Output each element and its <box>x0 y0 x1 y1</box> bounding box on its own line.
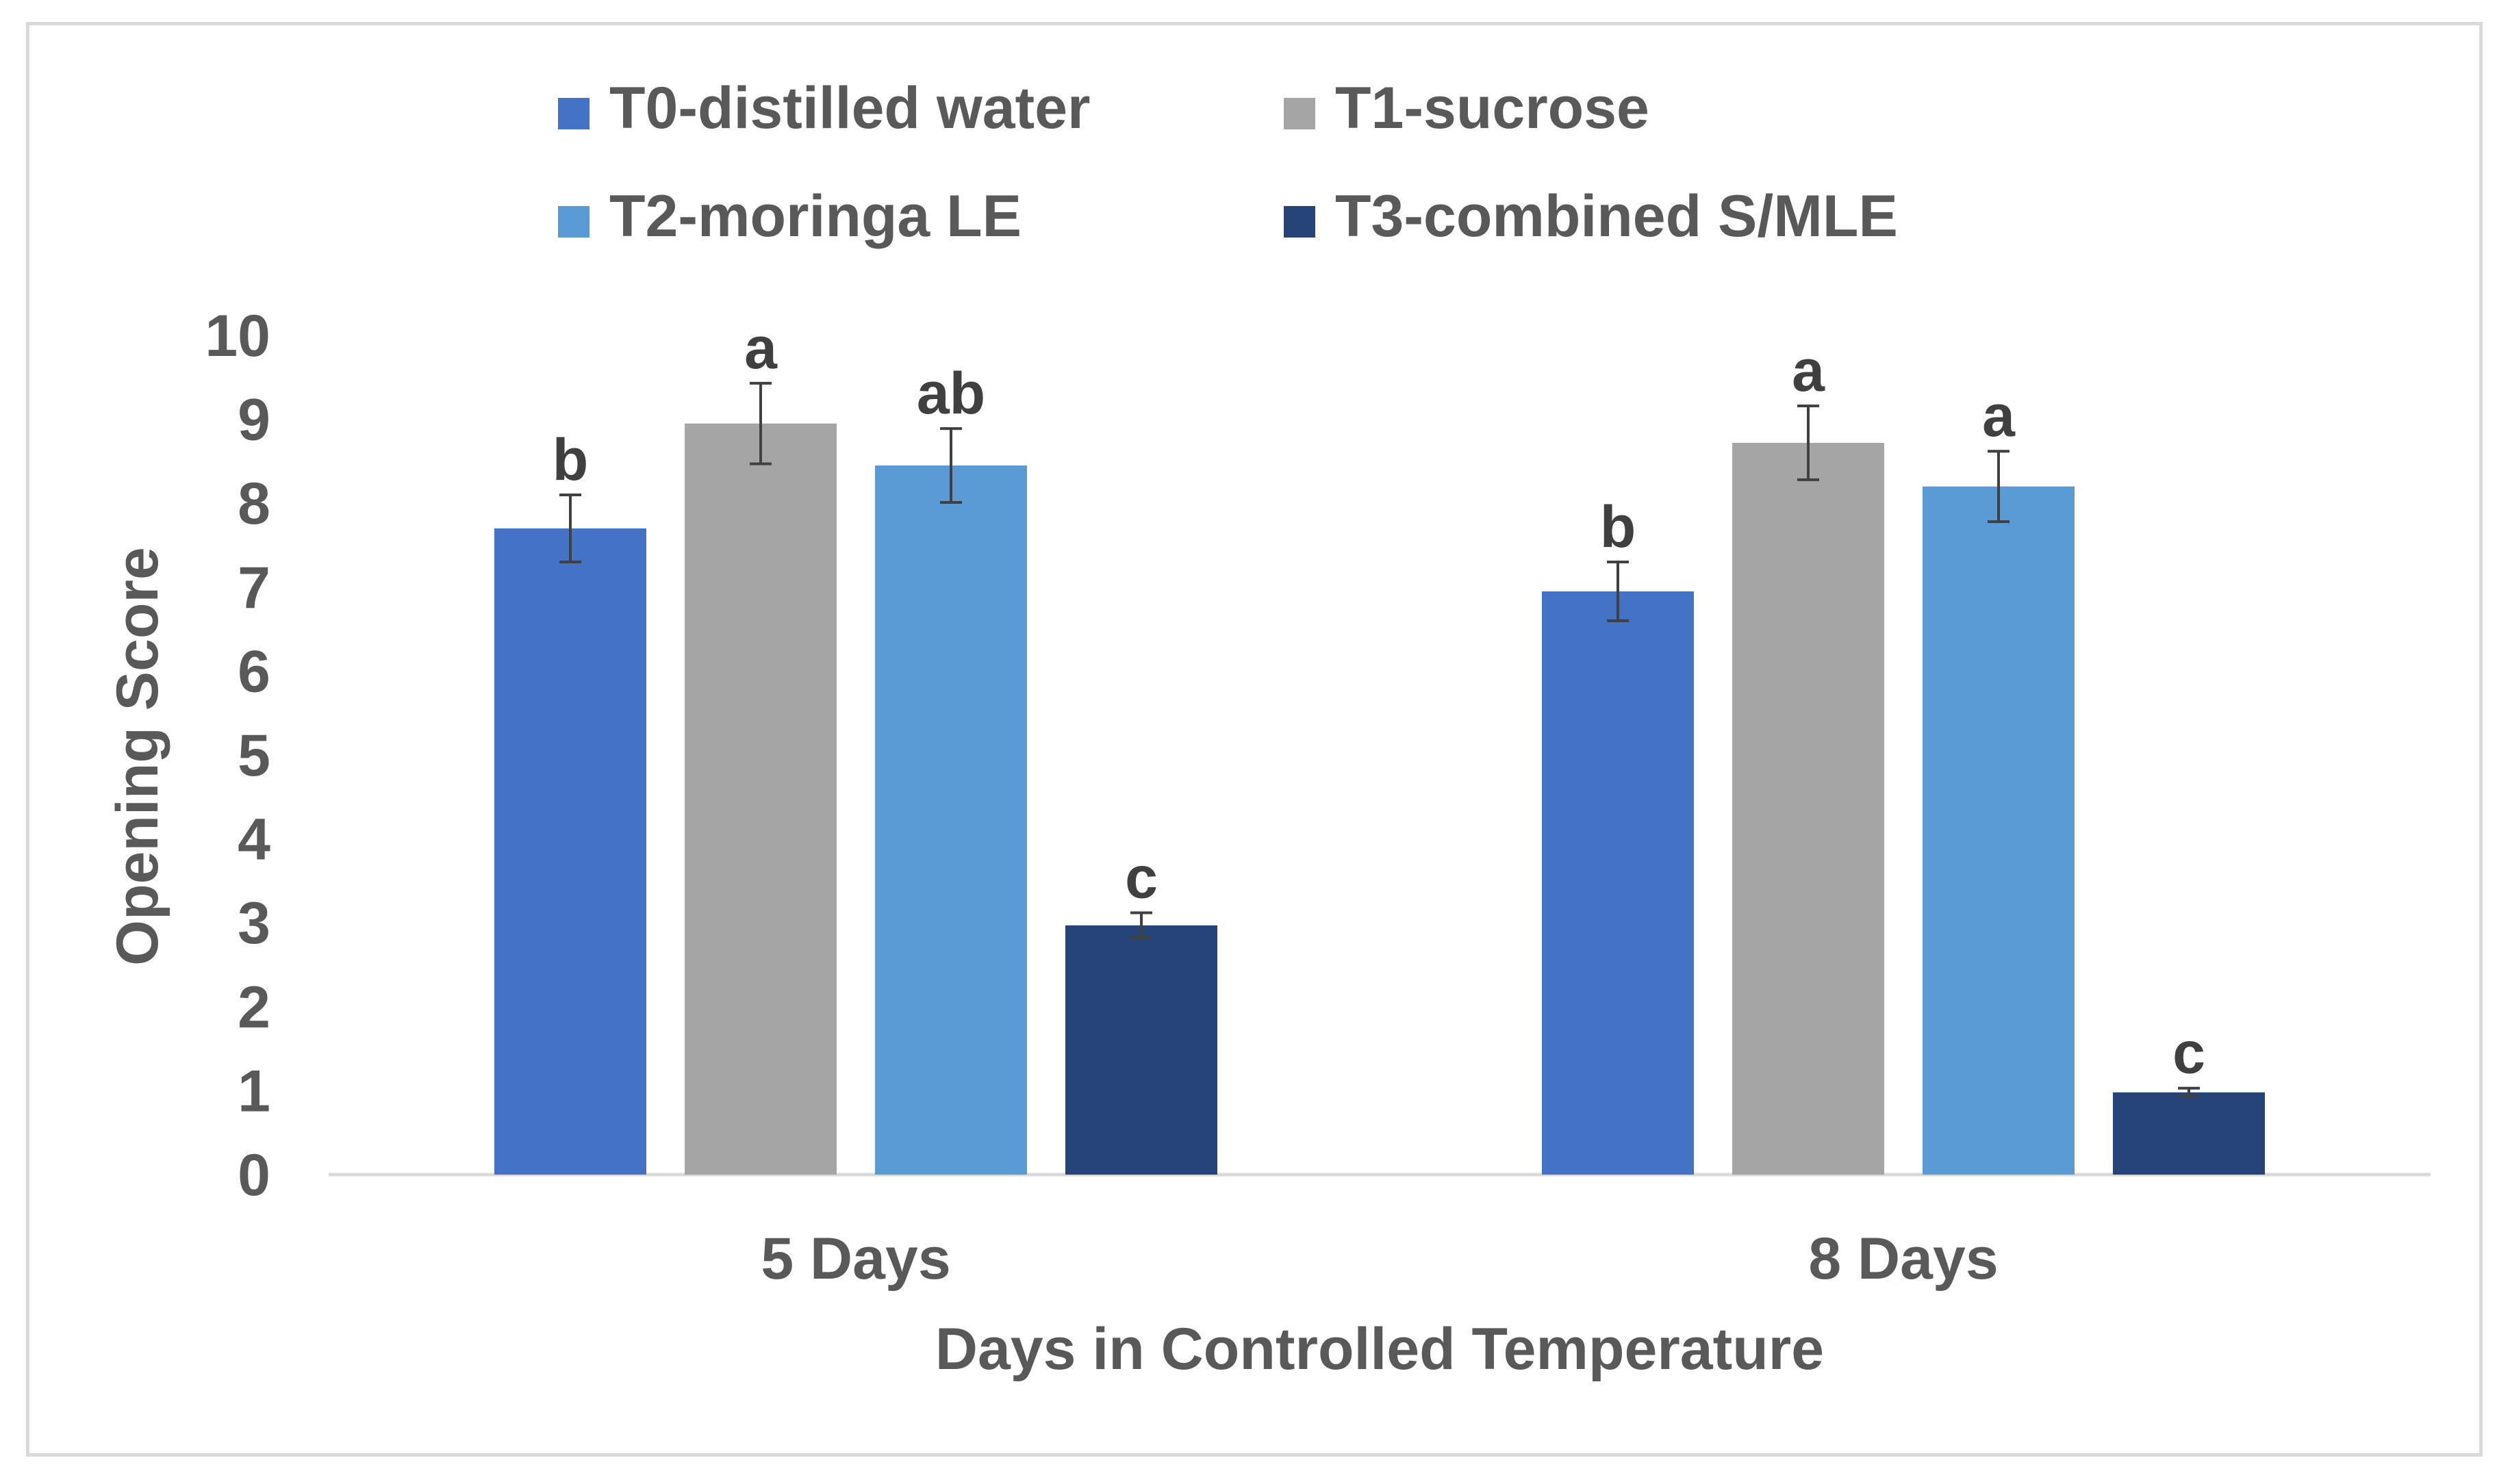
y-axis-label: Opening Score <box>105 547 170 966</box>
bar <box>2113 1092 2265 1175</box>
bars <box>494 423 2265 1175</box>
x-tick-label: 5 Days <box>761 1226 950 1292</box>
error-bar <box>1797 404 1819 481</box>
y-tick-label: 6 <box>238 639 270 704</box>
error-bar <box>1607 561 1629 622</box>
x-ticks: 5 Days 8 Days <box>761 1226 1998 1292</box>
y-ticks: 0 1 2 3 4 5 6 7 8 9 10 <box>205 303 270 1208</box>
y-tick-label: 1 <box>238 1058 270 1124</box>
legend-label-t1: T1-sucrose <box>1335 75 1649 141</box>
y-tick-label: 3 <box>238 891 270 956</box>
legend-swatch-t2 <box>558 206 590 238</box>
bar <box>1542 591 1694 1175</box>
legend-swatch-t1 <box>1284 98 1315 129</box>
legend-item-t2: T2-moringa LE <box>558 183 1022 249</box>
legend-item-t0: T0-distilled water <box>558 75 1091 141</box>
error-bar <box>750 381 772 465</box>
y-tick-label: 2 <box>238 975 270 1040</box>
legend-label-t2: T2-moringa LE <box>609 183 1022 249</box>
legend-swatch-t0 <box>558 98 590 129</box>
x-axis-label: Days in Controlled Temperature <box>935 1316 1824 1382</box>
error-bar <box>1988 450 2010 524</box>
significance-letter: a <box>744 316 778 381</box>
significance-letter: b <box>1600 494 1636 560</box>
bar <box>1065 925 1217 1175</box>
bar <box>875 465 1027 1175</box>
significance-letter: b <box>553 427 589 493</box>
legend: T0-distilled water T1-sucrose T2-moringa… <box>558 75 1898 249</box>
error-bars <box>559 381 2200 1098</box>
error-bar <box>940 427 962 504</box>
significance-letter: a <box>1792 338 1825 404</box>
significance-letter: c <box>2172 1021 2205 1086</box>
significance-letters: b a ab c b a a c <box>553 316 2205 1086</box>
error-bar <box>1130 911 1152 940</box>
bar <box>685 423 837 1175</box>
y-tick-label: 9 <box>238 387 270 453</box>
error-bar <box>2178 1086 2200 1098</box>
legend-label-t0: T0-distilled water <box>609 75 1091 141</box>
significance-letter: ab <box>917 361 985 426</box>
legend-item-t1: T1-sucrose <box>1284 75 1649 141</box>
bar <box>1923 486 2075 1175</box>
y-tick-label: 4 <box>238 807 270 873</box>
y-tick-label: 10 <box>205 303 270 369</box>
y-tick-label: 5 <box>238 723 270 789</box>
legend-item-t3: T3-combined S/MLE <box>1284 183 1898 249</box>
legend-label-t3: T3-combined S/MLE <box>1335 183 1898 249</box>
y-tick-label: 7 <box>238 555 270 621</box>
significance-letter: c <box>1125 845 1158 910</box>
error-bar <box>559 493 581 564</box>
significance-letter: a <box>1982 383 2016 449</box>
y-tick-label: 8 <box>238 471 270 537</box>
x-tick-label: 8 Days <box>1808 1226 1998 1292</box>
bar <box>494 528 646 1175</box>
bar <box>1732 442 1884 1175</box>
y-tick-label: 0 <box>238 1142 270 1208</box>
legend-swatch-t3 <box>1284 206 1315 238</box>
